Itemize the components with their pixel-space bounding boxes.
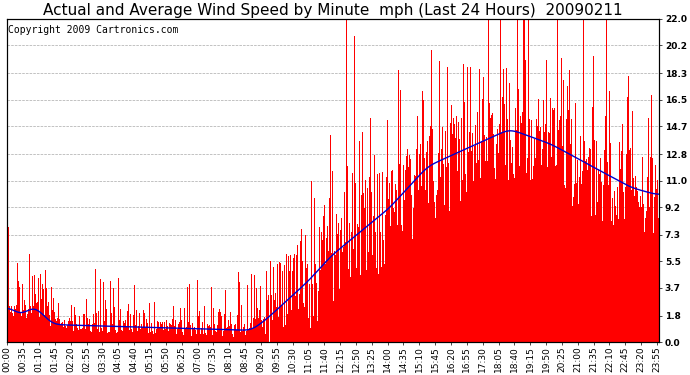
Text: Copyright 2009 Cartronics.com: Copyright 2009 Cartronics.com [8,26,179,35]
Title: Actual and Average Wind Speed by Minute  mph (Last 24 Hours)  20090211: Actual and Average Wind Speed by Minute … [43,3,623,18]
